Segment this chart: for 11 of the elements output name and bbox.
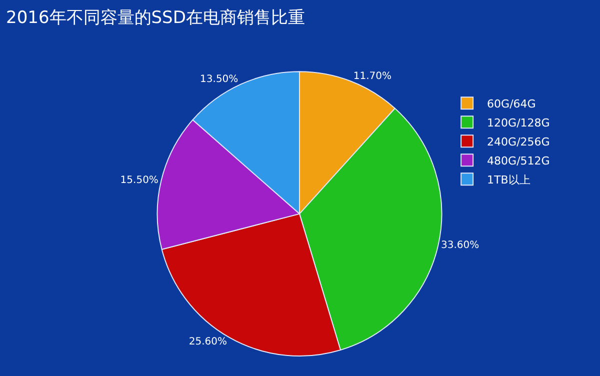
data-label: 15.50% — [120, 174, 158, 186]
legend-label: 60G/64G — [487, 97, 536, 110]
data-label: 11.70% — [353, 70, 392, 82]
data-label: 25.60% — [188, 336, 228, 348]
chart-title: 2016年不同容量的SSD在电商销售比重 — [6, 8, 305, 28]
legend-label: 1TB以上 — [487, 173, 530, 186]
legend-label: 480G/512G — [487, 154, 550, 168]
legend-label: 120G/128G — [487, 116, 550, 130]
data-label: 13.50% — [200, 74, 238, 86]
legend-label: 240G/256G — [487, 135, 550, 148]
data-label: 33.60% — [440, 240, 480, 251]
